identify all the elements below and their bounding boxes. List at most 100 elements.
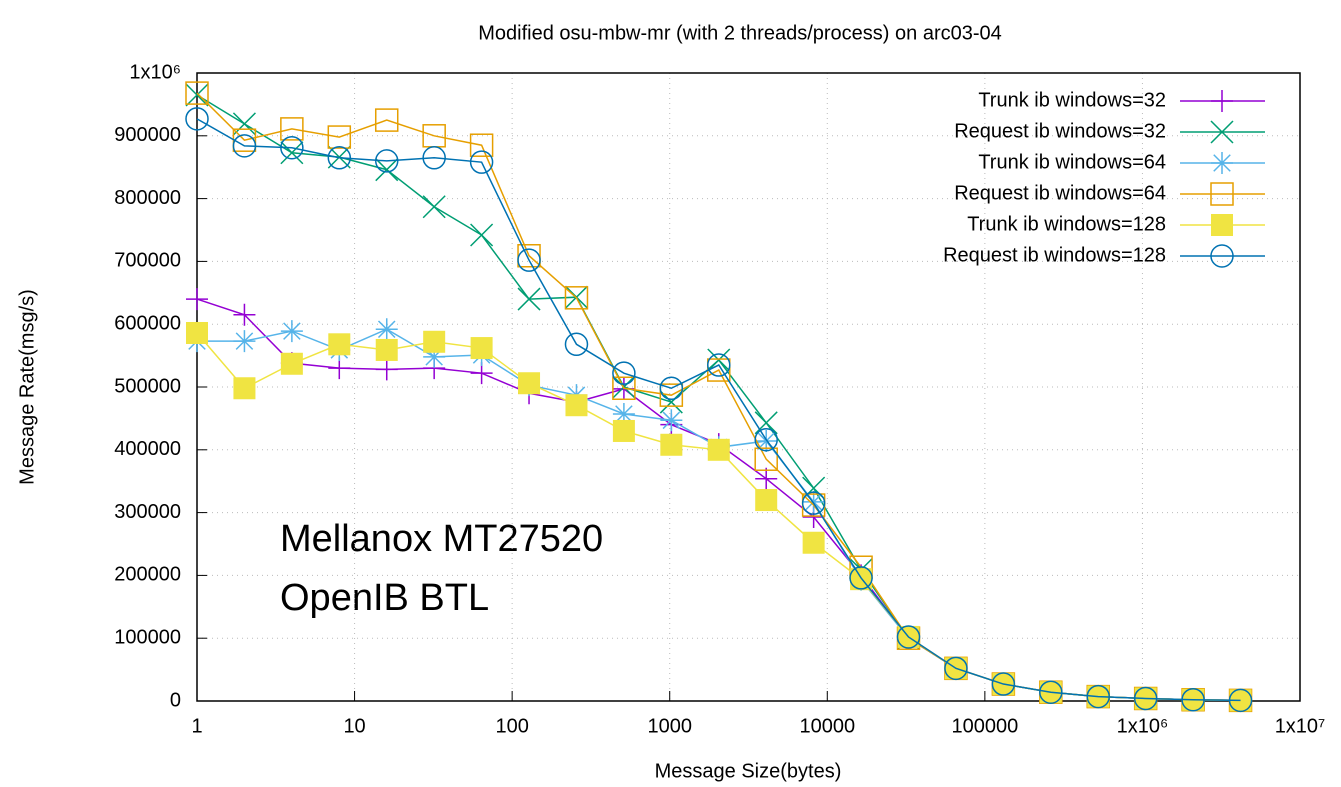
data-point	[422, 195, 446, 219]
data-point	[232, 112, 256, 136]
data-point	[755, 430, 778, 453]
y-tick-label: 1x10⁶	[129, 61, 181, 83]
x-tick-label: 100000	[951, 715, 1018, 737]
data-point	[328, 333, 351, 356]
data-point	[755, 467, 778, 490]
data-point	[564, 286, 589, 310]
data-point	[327, 125, 352, 149]
legend-marker	[1210, 244, 1234, 268]
legend-label: Trunk ib windows=128	[967, 213, 1166, 235]
data-point	[1039, 680, 1063, 704]
data-point	[423, 345, 446, 368]
y-tick-label: 200000	[114, 564, 181, 586]
annotation: Mellanox MT27520	[280, 518, 603, 560]
data-point	[707, 438, 730, 461]
data-point	[659, 376, 684, 401]
data-point	[423, 330, 446, 353]
data-point	[422, 146, 446, 170]
data-point	[565, 394, 588, 417]
data-point	[327, 146, 352, 170]
data-point	[518, 372, 541, 395]
data-point	[1228, 688, 1253, 713]
chart-title: Modified osu-mbw-mr (with 2 threads/proc…	[478, 22, 1002, 44]
data-point	[375, 318, 398, 341]
data-point	[1086, 684, 1110, 709]
y-tick-label: 400000	[114, 438, 181, 460]
data-point	[1181, 687, 1205, 712]
data-point	[517, 243, 541, 268]
data-point	[991, 672, 1016, 696]
x-tick-label: 10000	[799, 715, 855, 737]
data-point	[612, 376, 636, 401]
data-point	[280, 141, 304, 165]
data-point	[707, 348, 731, 372]
legend-marker	[1211, 90, 1233, 112]
data-point	[374, 149, 399, 173]
x-tick-label: 100	[495, 715, 528, 737]
data-point	[612, 419, 635, 442]
data-point	[233, 377, 256, 400]
legend-marker	[1211, 214, 1233, 236]
data-point	[375, 158, 399, 182]
annotation: OpenIB BTL	[280, 577, 489, 619]
x-axis-label: Message Size(bytes)	[655, 760, 842, 782]
data-point	[801, 491, 826, 515]
data-point	[517, 248, 541, 272]
data-point	[470, 337, 493, 360]
data-point	[660, 433, 683, 456]
x-tick-label: 1x10⁶	[1117, 715, 1169, 737]
series-line	[197, 328, 1241, 702]
data-point	[375, 358, 398, 381]
data-point	[470, 223, 494, 247]
data-point	[186, 288, 208, 311]
legend-label: Request ib windows=32	[954, 120, 1166, 142]
legend-marker	[1210, 182, 1234, 206]
data-point	[232, 134, 257, 158]
y-tick-label: 500000	[114, 375, 181, 397]
data-point	[233, 303, 256, 326]
legend-label: Request ib windows=64	[954, 182, 1166, 204]
y-tick-label: 800000	[114, 187, 181, 209]
data-point	[280, 117, 304, 141]
data-point	[374, 108, 399, 132]
data-point	[754, 447, 778, 471]
legend-label: Trunk ib windows=64	[978, 151, 1166, 173]
data-point	[185, 83, 209, 107]
data-point	[469, 150, 494, 174]
x-tick-label: 1x10⁷	[1275, 715, 1326, 737]
y-tick-label: 600000	[114, 312, 181, 334]
data-point	[944, 656, 968, 681]
data-point	[755, 489, 778, 512]
legend-marker	[1211, 152, 1233, 174]
x-tick-label: 10	[343, 715, 365, 737]
plot-frame	[196, 72, 1301, 702]
data-point	[660, 409, 683, 432]
data-point	[280, 352, 303, 375]
data-point	[233, 330, 256, 353]
x-tick-label: 1000	[647, 715, 692, 737]
series-line	[196, 118, 1241, 702]
data-point	[280, 135, 304, 160]
y-axis-label: Message Rate(msg/s)	[16, 289, 38, 485]
data-point	[754, 428, 778, 452]
y-tick-label: 300000	[114, 501, 181, 523]
data-point	[1133, 686, 1158, 711]
data-point	[517, 287, 541, 311]
data-point	[186, 321, 208, 344]
y-tick-label: 900000	[114, 124, 181, 146]
legend-label: Trunk ib windows=32	[978, 89, 1166, 111]
data-point	[280, 320, 303, 343]
data-point	[802, 531, 825, 554]
data-point	[849, 566, 873, 590]
data-point	[469, 133, 494, 157]
y-tick-label: 100000	[114, 626, 181, 648]
x-tick-label: 1	[191, 715, 202, 737]
data-point	[659, 383, 684, 407]
data-point	[375, 338, 398, 361]
data-point	[185, 81, 209, 105]
legend-label: Request ib windows=128	[943, 244, 1166, 266]
data-point	[185, 107, 209, 131]
legend-marker	[1210, 120, 1234, 144]
